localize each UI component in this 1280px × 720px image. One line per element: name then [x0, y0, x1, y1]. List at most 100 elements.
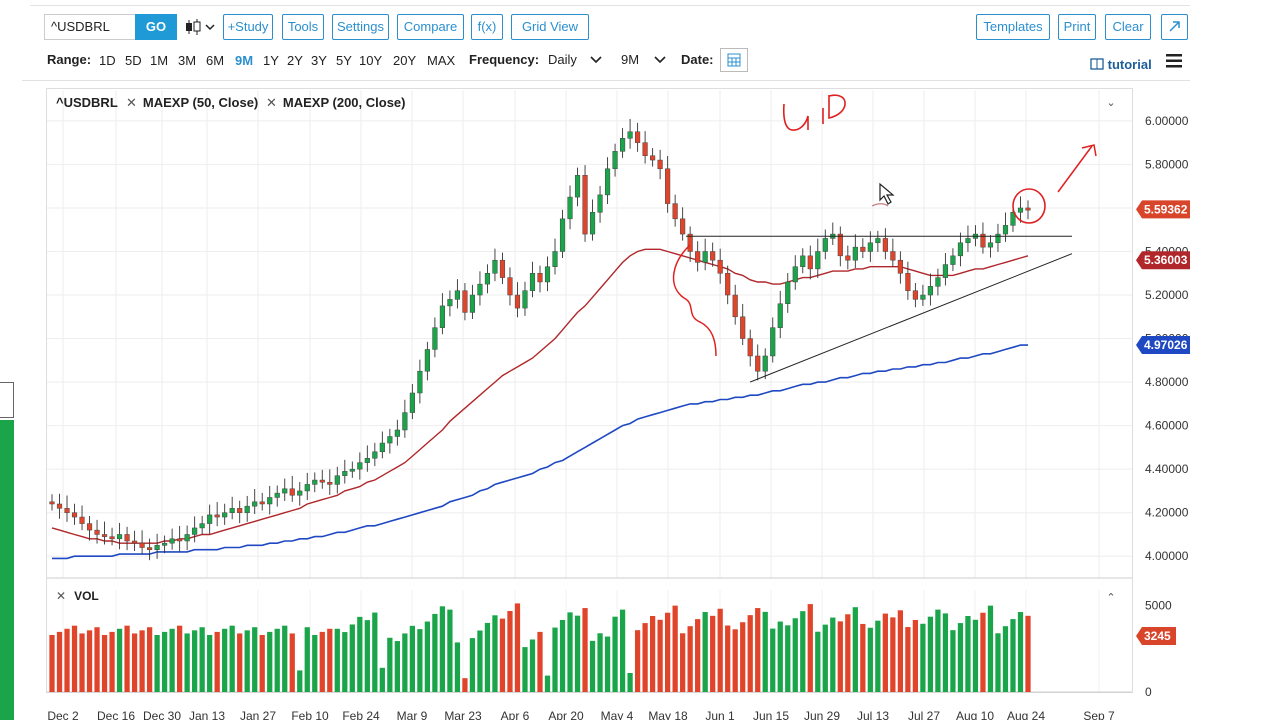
volume-bar: [657, 619, 663, 692]
range-option-3y[interactable]: 3Y: [311, 53, 327, 68]
volume-bar: [710, 615, 716, 692]
candle-body: [86, 523, 93, 531]
hamburger-menu-icon[interactable]: [1166, 54, 1182, 68]
candle-body: [912, 290, 918, 300]
candle-body: [372, 451, 378, 459]
volume-bar: [552, 627, 558, 692]
frequency-value: Daily: [548, 52, 577, 67]
range-option-3m[interactable]: 3M: [178, 53, 197, 68]
range-option-5d[interactable]: 5D: [125, 53, 142, 68]
popout-arrow-icon: [1169, 21, 1180, 32]
x-tick-label: Apr 6: [501, 709, 530, 720]
range-bar: Range: Frequency: Daily 9M Date: tutoria…: [44, 48, 1190, 74]
volume-bar: [725, 625, 731, 692]
volume-bar: [619, 609, 626, 692]
volume-bar: [559, 619, 566, 692]
candle-body: [454, 290, 460, 300]
grid-view-button[interactable]: Grid View: [511, 14, 589, 40]
volume-bar: [777, 621, 783, 692]
collapse-chart-icon[interactable]: ⌄: [1106, 97, 1116, 109]
chart-toolbar: ^USDBRL GO +Study Tools Settings Compare…: [44, 14, 1190, 41]
function-button[interactable]: f(x): [471, 14, 503, 40]
remove-study-icon[interactable]: ✕: [126, 95, 137, 110]
volume-bar: [259, 635, 265, 692]
up-arrow-line: [1057, 145, 1093, 193]
y-tick-label: 6.00000: [1145, 114, 1189, 128]
volume-bar: [1025, 615, 1031, 692]
date-picker-button[interactable]: [720, 48, 748, 72]
candle-body: [192, 527, 198, 535]
volume-bar: [882, 613, 888, 692]
volume-bar: [79, 633, 85, 692]
candle-body: [402, 412, 408, 431]
add-study-button[interactable]: +Study: [223, 14, 273, 40]
legend-study-ma200[interactable]: ✕ MAEXP (200, Close): [266, 95, 406, 111]
ma50-line: [51, 248, 1029, 544]
volume-bar: [439, 606, 446, 692]
range-option-9m[interactable]: 9M: [235, 53, 254, 68]
date-axis: Dec 2 Dec 16 Dec 30 Jan 13 Jan 27 Feb 10 Feb 2…: [47, 709, 1115, 720]
volume-bar: [822, 624, 828, 692]
volume-bar: [950, 630, 956, 692]
candle-body: [785, 281, 791, 304]
range-option-6m[interactable]: 6M: [206, 53, 225, 68]
range-option-1m[interactable]: 1M: [150, 53, 169, 68]
volume-bar: [169, 628, 175, 692]
chevron-down-icon: [589, 56, 602, 64]
frequency-dropdown[interactable]: Daily: [548, 52, 603, 67]
range-option-1d[interactable]: 1D: [99, 53, 116, 68]
volume-bar: [845, 614, 851, 692]
range-option-2y[interactable]: 2Y: [287, 53, 303, 68]
period-value: 9M: [621, 52, 640, 67]
x-tick-label: Jul 27: [908, 709, 940, 720]
volume-bar: [514, 603, 521, 692]
volume-last-tag: 3245: [1144, 629, 1171, 643]
volume-bar: [665, 612, 671, 692]
candle-body: [71, 512, 78, 518]
volume-bar: [897, 610, 903, 692]
clear-button[interactable]: Clear: [1105, 14, 1151, 40]
remove-volume-icon[interactable]: ✕: [56, 589, 67, 603]
volume-bar: [852, 607, 858, 692]
range-option-10y[interactable]: 10Y: [359, 53, 383, 68]
expand-button[interactable]: [1161, 14, 1188, 40]
symbol-input[interactable]: ^USDBRL: [44, 14, 136, 40]
volume-bar: [154, 635, 160, 692]
chevron-down-icon: [654, 56, 666, 64]
legend-study-ma50[interactable]: ✕ MAEXP (50, Close): [126, 95, 258, 111]
period-dropdown[interactable]: 9M: [621, 52, 667, 67]
range-option-1y[interactable]: 1Y: [263, 53, 279, 68]
templates-button[interactable]: Templates: [976, 14, 1050, 40]
tutorial-link[interactable]: tutorial: [1090, 57, 1152, 72]
range-option-max[interactable]: MAX: [427, 53, 456, 68]
range-option-5y[interactable]: 5Y: [336, 53, 352, 68]
remove-study-icon[interactable]: ✕: [266, 95, 277, 110]
volume-bar: [830, 617, 836, 692]
x-tick-label: Feb 24: [342, 709, 380, 720]
volume-bar: [582, 608, 588, 692]
candle-body: [244, 505, 250, 513]
volume-bar: [379, 667, 385, 692]
collapse-volume-icon[interactable]: ⌃: [1106, 592, 1116, 604]
chart-type-selector[interactable]: [183, 14, 221, 40]
candle-body: [755, 355, 761, 372]
ma50-path: [51, 248, 1029, 544]
print-button[interactable]: Print: [1058, 14, 1096, 40]
candle-body: [289, 488, 295, 496]
go-button[interactable]: GO: [135, 14, 177, 40]
volume-bar: [492, 615, 498, 692]
settings-button[interactable]: Settings: [332, 14, 389, 40]
legend-symbol[interactable]: ^USDBRL: [56, 95, 118, 110]
volume-tick-label: 0: [1145, 685, 1152, 699]
compare-button[interactable]: Compare: [397, 14, 464, 40]
candle-body: [349, 468, 355, 472]
candle-body: [101, 534, 108, 537]
candle-body: [740, 316, 746, 339]
tools-button[interactable]: Tools: [282, 14, 324, 40]
volume-bar: [770, 628, 776, 692]
volume-bar: [146, 627, 153, 692]
x-tick-label: Jun 1: [705, 709, 735, 720]
candle-body: [589, 212, 596, 235]
range-option-20y[interactable]: 20Y: [393, 53, 417, 68]
